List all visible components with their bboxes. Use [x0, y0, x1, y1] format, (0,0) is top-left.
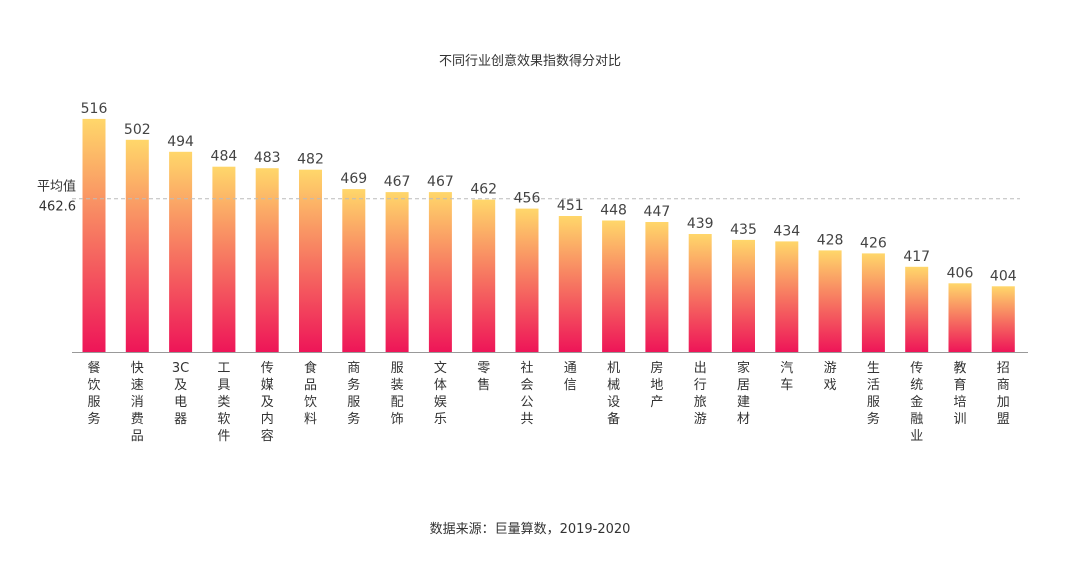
category-label-22: 招商加盟	[997, 361, 1010, 427]
category-label-20: 传统金融业	[910, 361, 923, 444]
bar-20	[905, 266, 929, 352]
category-label-10: 零售	[477, 361, 490, 393]
category-label-21: 教育培训	[953, 360, 966, 427]
category-label-17: 汽车	[780, 361, 793, 393]
value-label-22: 404	[990, 268, 1017, 284]
category-label-18: 游戏	[824, 361, 837, 393]
category-label-13: 机械设备	[607, 361, 620, 427]
bar-6	[299, 169, 322, 352]
category-label-2: 快速消费品	[131, 361, 144, 444]
category-label-14: 房地产	[650, 360, 663, 410]
value-label-9: 467	[427, 174, 454, 190]
bar-1	[82, 118, 106, 353]
category-label-11: 社会公共	[520, 360, 533, 427]
bar-8	[385, 192, 409, 352]
bar-16	[732, 239, 755, 352]
source-note: 数据来源：巨量算数，2019-2020	[429, 522, 631, 537]
bar-15	[688, 234, 712, 352]
bar-21	[948, 283, 972, 352]
average-value: 462.6	[39, 200, 76, 215]
bar-17	[775, 241, 799, 352]
value-label-17: 434	[773, 223, 800, 239]
value-label-3: 494	[167, 134, 194, 150]
value-label-7: 469	[340, 171, 367, 187]
category-label-5: 传媒及内容	[261, 361, 274, 444]
value-label-15: 439	[687, 216, 714, 232]
value-label-13: 448	[600, 203, 627, 219]
value-label-11: 456	[514, 191, 541, 207]
chart-title: 不同行业创意效果指数得分对比	[438, 54, 621, 69]
value-label-21: 406	[947, 265, 974, 281]
bar-10	[472, 199, 496, 352]
bar-22	[991, 286, 1015, 352]
average-label: 平均值	[37, 179, 76, 195]
category-label-12: 通信	[564, 361, 577, 393]
category-label-19: 生活服务	[867, 361, 880, 427]
category-label-9: 文体娱乐	[434, 361, 447, 427]
category-label-8: 服装配饰	[391, 361, 404, 427]
value-label-1: 516	[81, 101, 108, 117]
category-label-15: 出行旅游	[694, 361, 707, 427]
category-label-16: 家居建材	[737, 360, 750, 427]
bar-9	[428, 192, 452, 352]
bar-11	[515, 208, 539, 352]
value-label-5: 483	[254, 150, 281, 166]
value-label-2: 502	[124, 122, 151, 138]
category-label-1: 餐饮服务	[87, 360, 100, 427]
value-label-19: 426	[860, 235, 887, 251]
bar-14	[645, 222, 669, 352]
bar-2	[125, 139, 149, 352]
bar-5	[255, 168, 279, 352]
value-label-8: 467	[384, 174, 411, 190]
bar-12	[558, 216, 582, 352]
value-label-12: 451	[557, 198, 584, 214]
bar-4	[212, 166, 236, 352]
bar-13	[602, 220, 626, 352]
bar-18	[818, 250, 842, 352]
value-label-6: 482	[297, 152, 324, 168]
category-label-4: 工具类软件	[217, 361, 230, 444]
bar-19	[861, 253, 885, 352]
value-label-20: 417	[903, 249, 930, 265]
value-label-14: 447	[644, 204, 671, 220]
bar-3	[169, 151, 193, 352]
value-label-18: 428	[817, 232, 844, 248]
category-label-7: 商务服务	[347, 361, 360, 427]
value-label-16: 435	[730, 222, 757, 238]
value-label-4: 484	[211, 149, 238, 165]
value-label-10: 462	[470, 182, 497, 198]
category-label-3: 3C 及电器	[172, 361, 189, 427]
category-label-6: 食品饮料	[304, 360, 317, 427]
bar-7	[342, 189, 366, 352]
